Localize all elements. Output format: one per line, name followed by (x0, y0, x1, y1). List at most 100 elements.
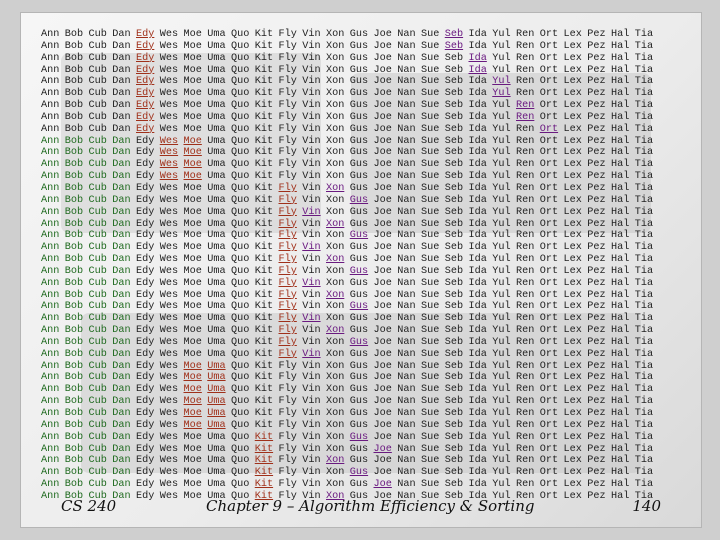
name-token: Sue (421, 396, 440, 408)
name-token: Yul (492, 100, 511, 112)
name-token: Xon (326, 336, 345, 348)
name-token: Lex (563, 419, 582, 431)
name-token: Cub (88, 443, 107, 455)
name-token: Tia (634, 40, 654, 52)
name-token: Sue (421, 242, 440, 254)
name-token: Gus (349, 135, 369, 147)
name-token: Kit (254, 29, 274, 40)
table-row: Ann Bob Cub Dan Edy Wes Moe Uma Quo Kit Fly Vin Xon G… (41, 361, 659, 373)
name-token: Wes (159, 254, 179, 266)
name-token: Ren (516, 242, 535, 254)
name-token: Fly (278, 159, 297, 171)
name-token: Joe (373, 40, 392, 52)
table-row: Ann Bob Cub Dan Edy Wes Moe Uma Quo Kit Fly Vin Xon G… (41, 301, 659, 313)
name-token: Xon (326, 111, 345, 123)
name-token: Quo (231, 111, 250, 123)
name-token: Sue (421, 206, 440, 218)
name-token: Nan (397, 396, 416, 408)
name-token: Ida (468, 479, 487, 491)
name-token: Ann (41, 479, 60, 491)
name-token: Ann (41, 443, 60, 455)
name-token: Uma (207, 360, 226, 372)
name-token: Hal (611, 147, 630, 159)
name-token: Wes (159, 194, 179, 206)
name-token: Fly (278, 29, 297, 40)
name-token: Cub (88, 206, 107, 218)
name-token: Seb (444, 254, 464, 266)
name-token: Uma (207, 194, 226, 206)
name-token: Fly (278, 254, 297, 266)
name-token: Vin (302, 52, 321, 64)
name-token: Lex (563, 348, 582, 360)
name-token: Bob (64, 479, 84, 491)
name-token: Joe (373, 254, 392, 266)
background-stamp-2 (351, 73, 651, 233)
name-token: Wes (159, 265, 179, 277)
name-token: Sue (421, 88, 440, 100)
name-token: Kit (254, 467, 274, 479)
name-token: Xon (326, 348, 345, 360)
name-token: Wes (159, 408, 179, 419)
name-token: Tia (634, 88, 654, 100)
name-token: Ort (539, 182, 559, 194)
table-row: Ann Bob Cub Dan Edy Wes Moe Uma Quo Kit Fly Vin Xon G… (41, 290, 659, 302)
name-token: Edy (136, 76, 155, 88)
name-token: Gus (349, 467, 369, 479)
name-token: Bob (64, 313, 84, 325)
name-token: Fly (278, 242, 297, 254)
name-token: Ida (468, 384, 487, 396)
name-token: Xon (326, 159, 345, 171)
name-token: Bob (64, 230, 84, 242)
name-token: Edy (136, 100, 155, 112)
name-token: Quo (231, 100, 250, 112)
name-token: Yul (492, 230, 511, 242)
name-token: Vin (302, 277, 321, 289)
name-token: Ida (468, 443, 487, 455)
name-token: Tia (634, 194, 654, 206)
name-token: Kit (254, 147, 274, 159)
name-token: Pez (587, 348, 606, 360)
name-token: Kit (254, 218, 274, 230)
name-token: Vin (302, 455, 321, 467)
name-token: Ann (41, 360, 60, 372)
name-token: Pez (587, 135, 606, 147)
name-token: Vin (302, 64, 321, 76)
name-token: Yul (492, 242, 511, 254)
name-token: Dan (112, 29, 131, 40)
name-token: Cub (88, 360, 107, 372)
table-row: Ann Bob Cub Dan Edy Wes Moe Uma Quo Kit Fly Vin Xon G… (41, 88, 659, 100)
name-token: Vin (302, 100, 321, 112)
name-token: Vin (302, 242, 321, 254)
name-token: Hal (611, 100, 630, 112)
name-token: Wes (159, 479, 179, 491)
name-token: Joe (373, 52, 392, 64)
background-stamp-1 (61, 53, 321, 233)
name-token: Ren (516, 336, 535, 348)
name-token: Sue (421, 171, 440, 183)
name-token: Quo (231, 194, 250, 206)
name-token: Sue (421, 64, 440, 76)
name-token: Moe (183, 396, 202, 408)
name-token: Uma (207, 313, 226, 325)
name-token: Tia (634, 182, 654, 194)
name-token: Quo (231, 372, 250, 384)
name-token: Kit (254, 40, 274, 52)
name-token: Nan (397, 64, 416, 76)
name-token: Vin (302, 88, 321, 100)
name-token: Lex (563, 135, 582, 147)
name-token: Edy (136, 325, 155, 337)
name-token: Nan (397, 100, 416, 112)
chapter-title: Chapter 9 – Algorithm Efficiency & Sorti… (206, 497, 535, 515)
name-token: Ida (468, 100, 487, 112)
name-token: Yul (492, 325, 511, 337)
name-token: Bob (64, 100, 84, 112)
table-row: Ann Bob Cub Dan Edy Wes Moe Uma Quo Kit Fly Vin Xon G… (41, 76, 659, 88)
name-token: Vin (302, 408, 321, 419)
name-token: Nan (397, 171, 416, 183)
name-token: Dan (112, 242, 131, 254)
name-token: Kit (254, 254, 274, 266)
name-token: Seb (444, 396, 464, 408)
name-token: Cub (88, 325, 107, 337)
name-token: Hal (611, 242, 630, 254)
name-token: Edy (136, 348, 155, 360)
